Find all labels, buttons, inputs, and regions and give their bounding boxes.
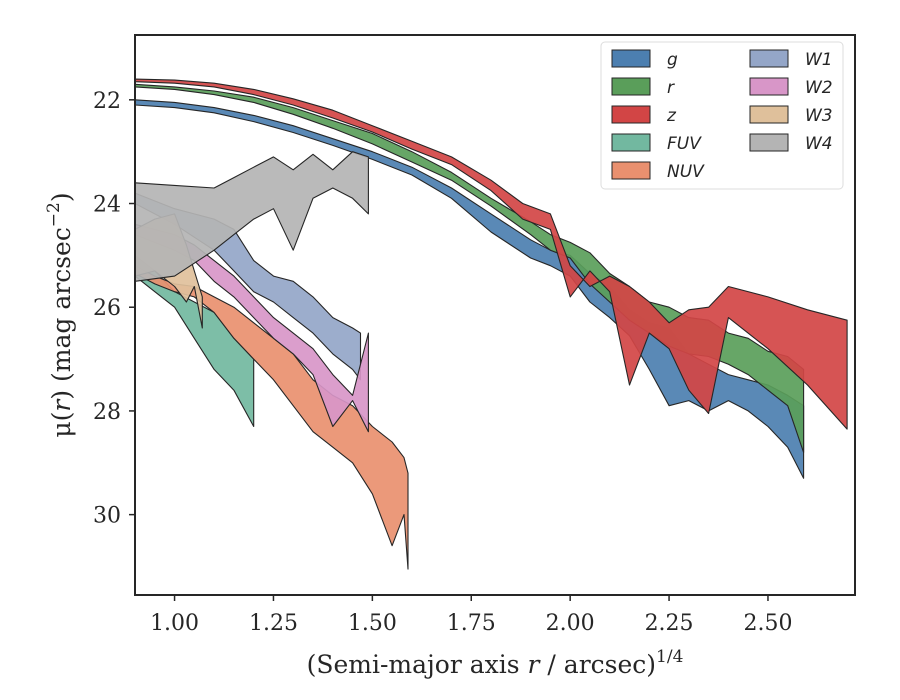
legend-entry-w1: W1 [749,49,833,70]
legend-entry-w3: W3 [749,105,833,126]
x-tick-label: 2.25 [645,611,694,636]
legend-swatch [749,49,789,68]
y-axis-label: μ(r) (mag arcsec−2) [44,192,76,437]
series-layer [135,78,848,570]
legend-swatch [749,105,789,124]
legend-label: W2 [805,78,833,98]
series-r-band [135,83,805,453]
y-tick-label: 22 [93,89,121,114]
series-g-band [135,99,805,479]
series-w4-band [135,151,369,282]
x-axis-label: (Semi-major axis r / arcsec)1/4 [307,647,684,679]
x-tick-label: 2.50 [743,611,792,636]
legend-label: W3 [805,106,833,126]
legend-entry-r: r [611,77,675,98]
x-tick-label: 2.00 [546,611,595,636]
legend-label: g [667,50,678,70]
legend-label: r [667,78,675,98]
legend-entry-nuv: NUV [611,161,705,182]
legend: grz FUV NUV W1 W2 W3 W4 [600,41,844,190]
x-tick-label: 1.50 [348,611,397,636]
legend-label: NUV [667,162,705,182]
legend-swatch [611,49,651,68]
legend-swatch [611,133,651,152]
legend-entry-w4: W4 [749,133,833,154]
x-tick-label: 1.00 [150,611,199,636]
x-tick-label: 1.75 [447,611,496,636]
y-tick-label: 24 [93,193,121,218]
legend-entry-fuv: FUV [611,133,702,154]
legend-swatch [749,133,789,152]
legend-swatch [611,161,651,180]
y-tick-label: 26 [93,296,121,321]
x-axis: 1.00 1.25 1.50 1.75 2.00 2.25 2.50 [150,595,792,636]
legend-label: W1 [805,50,833,70]
series-w2-band [135,223,369,433]
series-z-band [135,78,848,430]
y-tick-label: 30 [93,504,121,529]
legend-entry-z: z [611,105,677,126]
legend-label: FUV [667,134,702,154]
legend-swatch [611,105,651,124]
legend-entry-g: g [611,49,678,70]
legend-label: W4 [805,134,833,154]
y-axis: 22 24 26 28 30 [93,89,135,529]
series-nuv-band [135,265,409,570]
legend-swatch [611,77,651,96]
legend-swatch [749,77,789,96]
legend-label: z [666,106,677,126]
plot-frame [134,34,856,596]
y-tick-label: 28 [93,400,121,425]
legend-entry-w2: W2 [749,77,833,98]
x-tick-label: 1.25 [249,611,298,636]
